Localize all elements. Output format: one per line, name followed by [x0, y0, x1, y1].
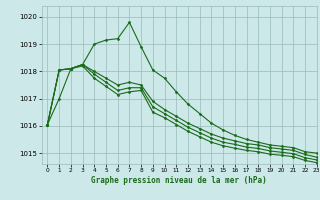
- X-axis label: Graphe pression niveau de la mer (hPa): Graphe pression niveau de la mer (hPa): [91, 176, 267, 185]
